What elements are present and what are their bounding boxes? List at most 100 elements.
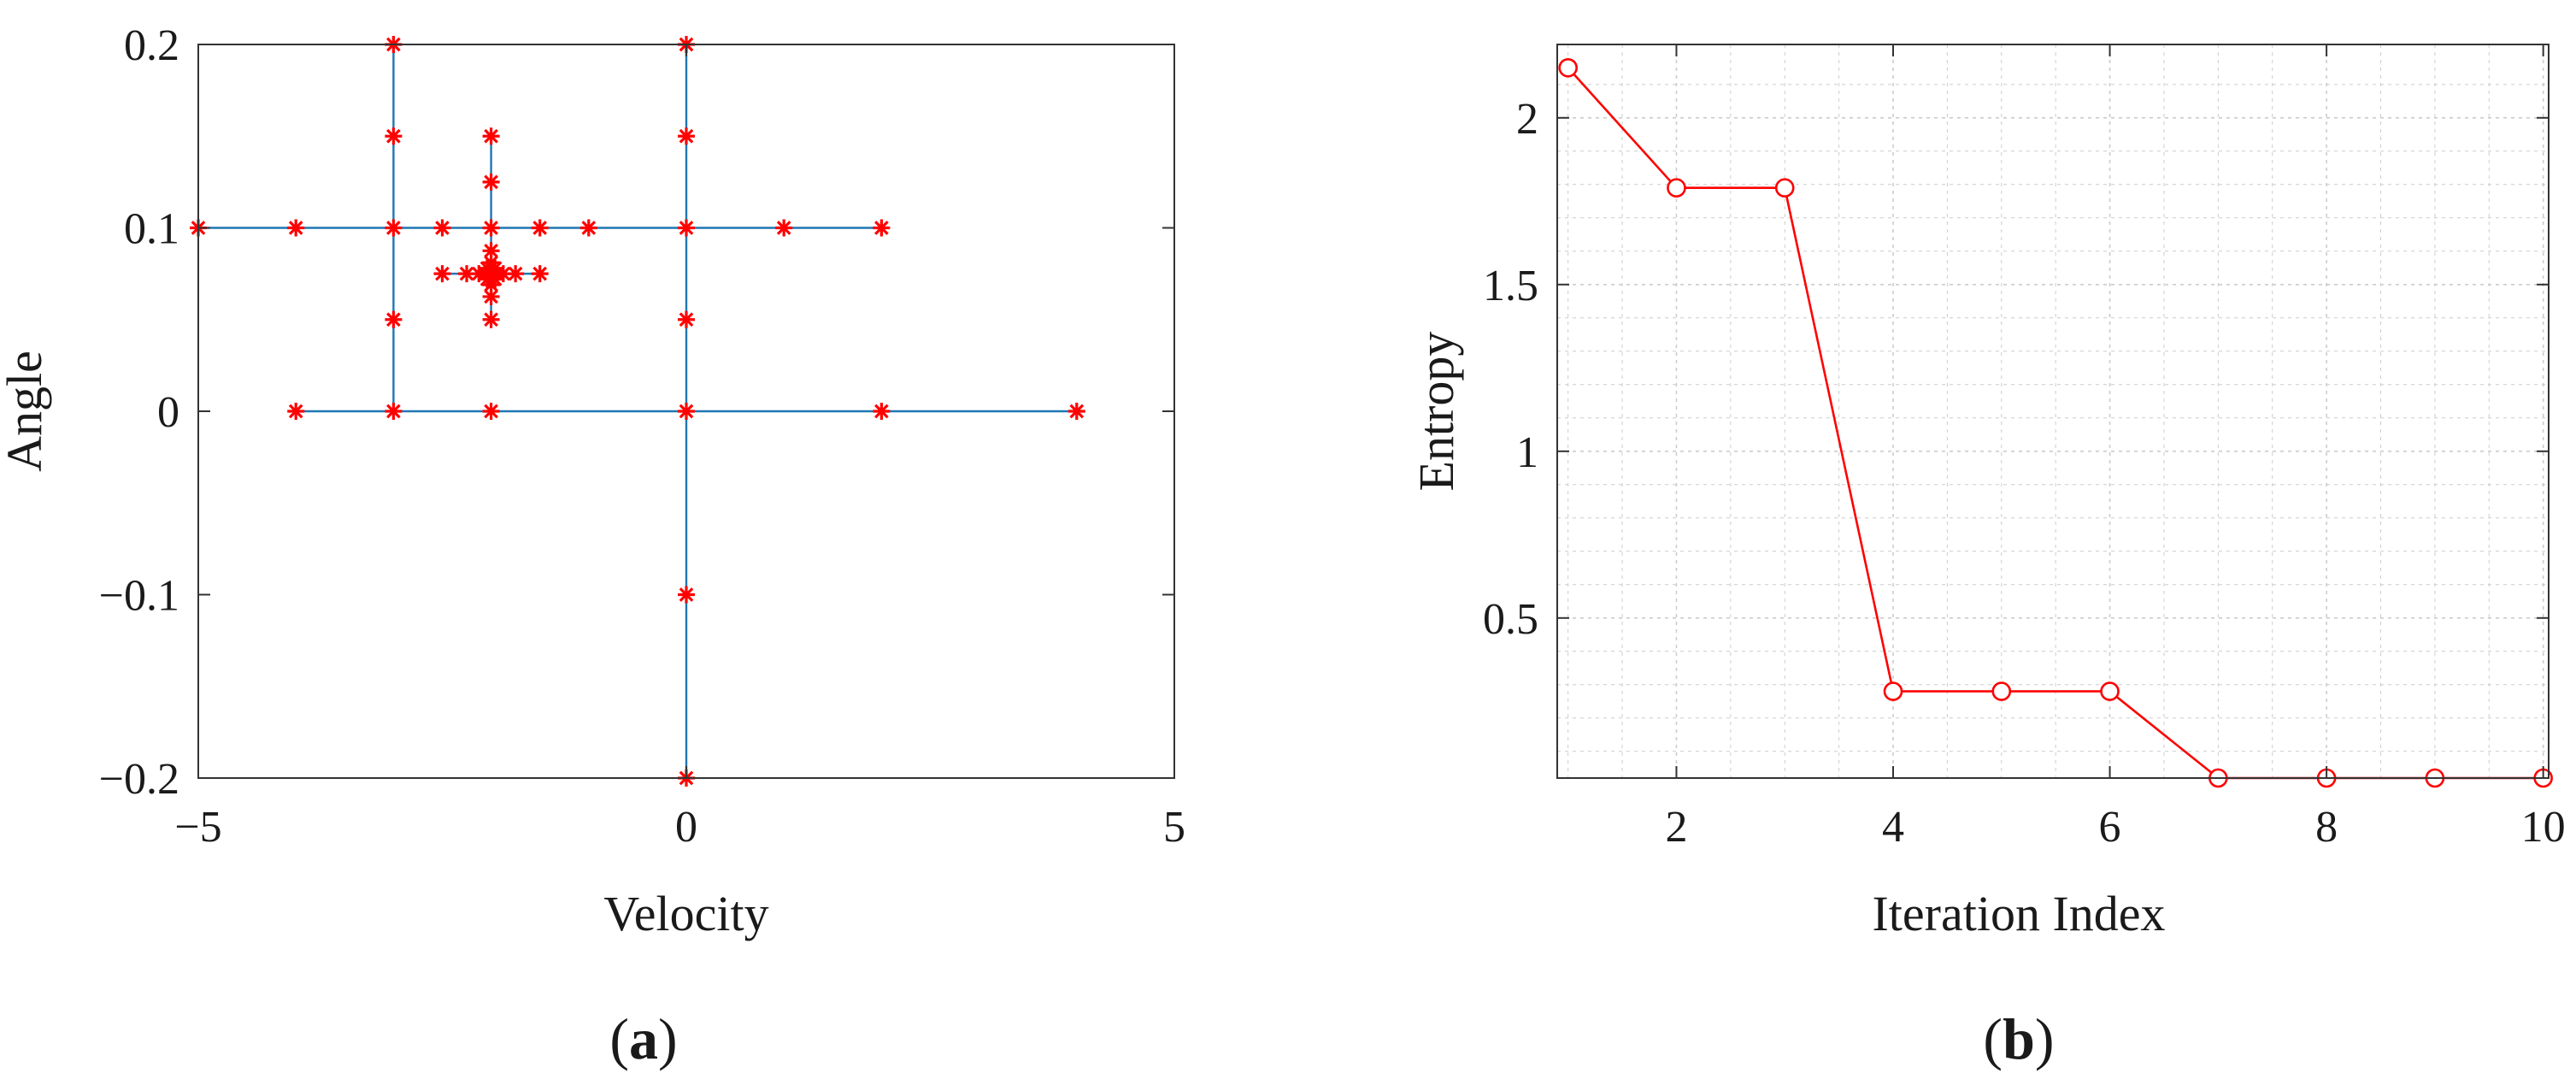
mesh-lines: [198, 44, 1077, 778]
data-point: [385, 219, 403, 237]
data-point: [1067, 403, 1085, 420]
marker-stroke: [386, 404, 401, 419]
x-tick-labels: 2 4 6 8 10: [1665, 803, 2565, 852]
y-tick-label: −0.2: [99, 755, 179, 804]
marker-stroke: [1069, 404, 1085, 419]
panel-label-a: (a): [609, 1006, 677, 1071]
chart-panel-b: 2 4 6 8 10 0.511.52 Iteration Index Entropy …: [1409, 44, 2566, 1071]
y-tick-label: −0.1: [99, 572, 179, 621]
x-tick-label: 10: [2521, 803, 2566, 852]
x-tick-label: 2: [1665, 803, 1687, 852]
data-point: [385, 310, 403, 328]
data-point: [482, 403, 500, 420]
x-tick-label: 5: [1163, 803, 1185, 852]
x-tick-label: −5: [174, 803, 221, 852]
data-point: [873, 403, 891, 420]
data-point: [873, 219, 891, 237]
marker-stroke: [679, 221, 694, 235]
data-point: [385, 403, 403, 420]
marker-stroke: [479, 261, 495, 276]
marker-stroke: [496, 266, 511, 281]
data-point: [433, 219, 451, 237]
data-point: [482, 127, 500, 145]
data-point: [507, 265, 525, 283]
marker-stroke: [874, 221, 889, 235]
marker-stroke: [386, 221, 401, 235]
data-point: [775, 219, 793, 237]
data-point: [482, 173, 500, 191]
marker-stroke: [386, 128, 401, 144]
marker-stroke: [487, 272, 503, 286]
y-tick-label: 0: [157, 388, 179, 437]
data-point: [531, 265, 549, 283]
data-point: [2100, 681, 2120, 701]
data-point: [479, 259, 497, 277]
data-point: [287, 403, 305, 420]
y-tick-labels: 0.5 1 1.5 2: [1483, 95, 1538, 644]
x-tick-label: 0: [675, 803, 697, 852]
marker-stroke: [532, 266, 548, 281]
marker-stroke: [484, 221, 498, 235]
x-tick-label: 8: [2315, 803, 2338, 852]
y-tick-label: 0.2: [124, 21, 179, 70]
data-point: [1667, 178, 1686, 198]
data-point: [1558, 58, 1578, 78]
marker-stroke: [459, 266, 474, 281]
y-tick-label: 0.5: [1483, 595, 1538, 644]
y-tick-label: 2: [1516, 95, 1538, 144]
y-axis-label: Angle: [0, 351, 52, 472]
marker-stroke: [484, 128, 498, 144]
data-point: [1991, 681, 2012, 701]
panel-label-b: (b): [1983, 1006, 2054, 1071]
chart-panel-a: −5 0 5 −0.2 −0.1 0 0.1 0.2 Velocity Angle (a): [0, 21, 1185, 1071]
marker-stroke: [435, 266, 450, 281]
x-axis-label: Velocity: [603, 886, 768, 941]
y-tick-label: 1.5: [1483, 262, 1538, 310]
x-axis-label: Iteration Index: [1872, 886, 2165, 941]
x-tick-label: 4: [1882, 803, 1904, 852]
marker-stroke: [484, 312, 498, 327]
marker-stroke: [386, 312, 401, 327]
marker-stroke: [435, 221, 450, 235]
tick-marks: [1557, 44, 2549, 778]
marker-stroke: [776, 221, 791, 235]
data-point: [433, 265, 451, 283]
marker-stroke: [484, 243, 498, 258]
y-axis-label: Entropy: [1409, 332, 1464, 492]
marker-stroke: [581, 221, 597, 235]
data-point: [1774, 178, 1795, 198]
y-tick-label: 1: [1516, 428, 1538, 477]
tick-marks: [197, 44, 1175, 779]
data-point: [1883, 681, 1903, 701]
data-point: [385, 127, 403, 145]
y-tick-label: 0.1: [124, 205, 179, 254]
plot-frame: [1556, 44, 2550, 779]
marker-stroke: [508, 266, 523, 281]
data-point: [678, 403, 695, 420]
grid-lines: [1557, 44, 2549, 778]
marker-stroke: [484, 289, 498, 304]
data-point: [678, 127, 695, 145]
data-point: [486, 270, 504, 288]
data-point: [287, 219, 305, 237]
sample-points: [190, 36, 1085, 787]
marker-stroke: [679, 312, 694, 327]
marker-stroke: [484, 174, 498, 190]
x-tick-label: 6: [2099, 803, 2121, 852]
marker-stroke: [288, 221, 303, 235]
data-point: [482, 219, 500, 237]
marker-stroke: [532, 221, 548, 235]
data-point: [678, 310, 695, 328]
data-point: [482, 310, 500, 328]
marker-stroke: [874, 404, 889, 419]
data-point: [678, 586, 695, 604]
data-point: [579, 219, 597, 237]
marker-stroke: [288, 404, 303, 419]
data-point: [482, 242, 500, 260]
data-point: [678, 219, 695, 237]
marker-stroke: [484, 404, 498, 419]
x-tick-labels: −5 0 5: [174, 803, 1185, 852]
data-point: [531, 219, 549, 237]
marker-stroke: [679, 404, 694, 419]
